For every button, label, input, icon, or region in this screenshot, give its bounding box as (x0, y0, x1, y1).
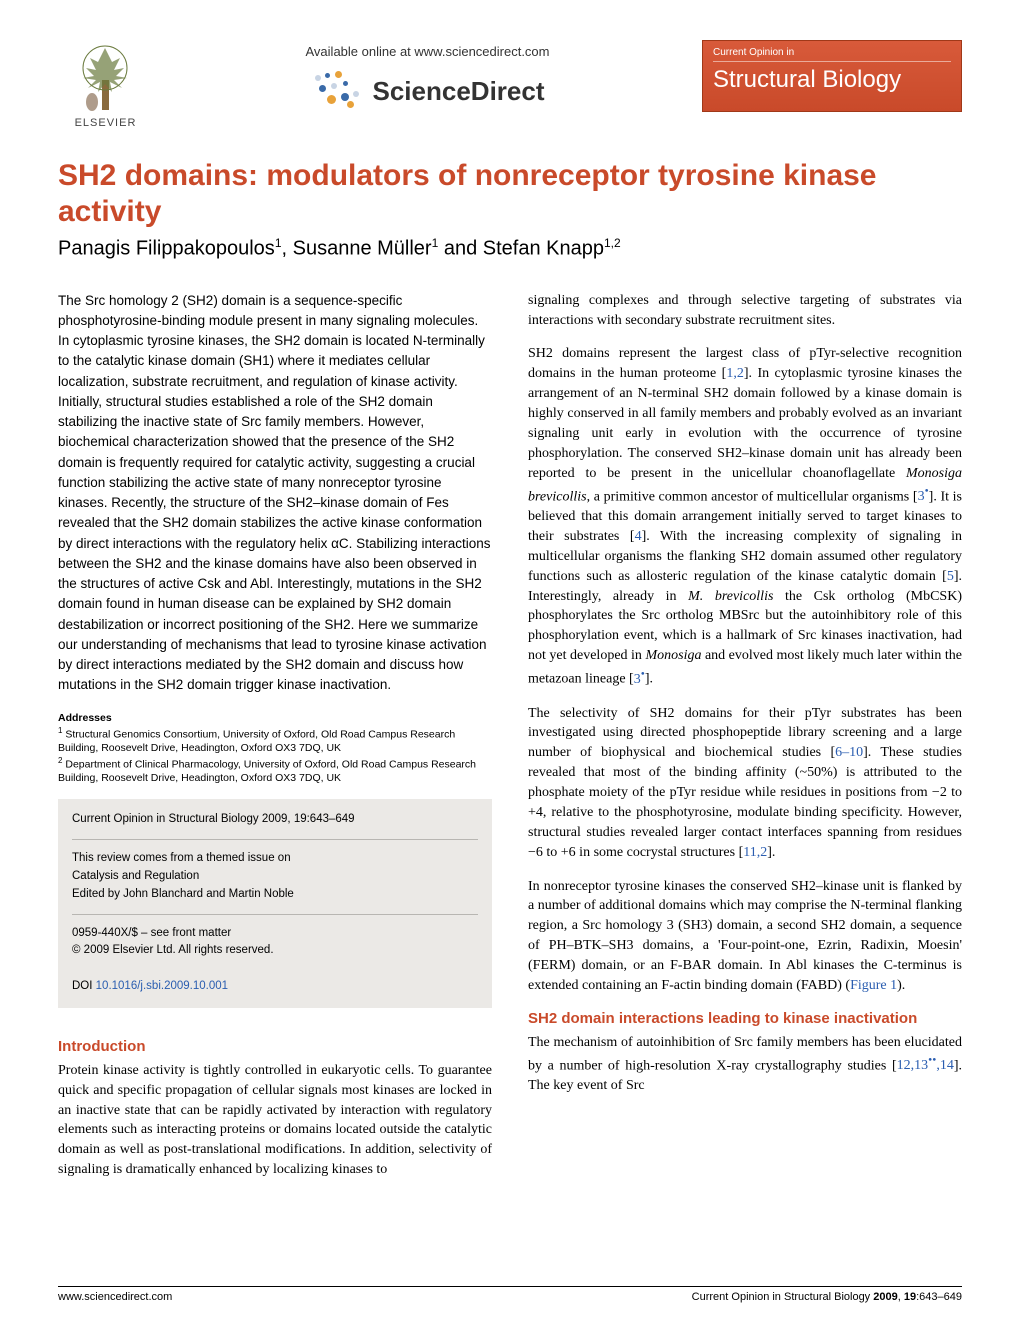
meta-doi-link[interactable]: 10.1016/j.sbi.2009.10.001 (96, 980, 228, 992)
sciencedirect-logo: ScienceDirect (311, 71, 545, 111)
sh2-paragraph-1: The mechanism of autoinhibition of Src f… (528, 1033, 962, 1096)
journal-badge-top: Current Opinion in (713, 47, 951, 62)
footer-right: Current Opinion in Structural Biology 20… (692, 1291, 962, 1303)
section-heading-introduction: Introduction (58, 1038, 492, 1055)
elsevier-logo: ELSEVIER (58, 40, 153, 129)
meta-citation: Current Opinion in Structural Biology 20… (72, 811, 478, 829)
meta-box: Current Opinion in Structural Biology 20… (58, 799, 492, 1008)
article-title: SH2 domains: modulators of nonreceptor t… (58, 158, 962, 230)
right-paragraph-1: signaling complexes and through selectiv… (528, 291, 962, 331)
meta-issn: 0959-440X/$ – see front matter (72, 925, 478, 943)
figure-link[interactable]: Figure 1 (850, 978, 897, 993)
journal-badge: Current Opinion in Structural Biology (702, 40, 962, 112)
addresses-heading: Addresses (58, 712, 492, 724)
meta-copyright: © 2009 Elsevier Ltd. All rights reserved… (72, 942, 478, 960)
meta-divider (72, 914, 478, 915)
right-column: signaling complexes and through selectiv… (528, 291, 962, 1194)
page-footer: www.sciencedirect.com Current Opinion in… (58, 1286, 962, 1303)
footer-left: www.sciencedirect.com (58, 1291, 172, 1303)
elsevier-tree-icon (68, 40, 143, 115)
meta-divider (72, 839, 478, 840)
sciencedirect-dots-icon (311, 71, 363, 111)
meta-themed-3: Edited by John Blanchard and Martin Nobl… (72, 886, 478, 904)
sciencedirect-text: ScienceDirect (373, 76, 545, 107)
right-paragraph-4: In nonreceptor tyrosine kinases the cons… (528, 877, 962, 996)
journal-badge-main: Structural Biology (713, 66, 951, 94)
available-online-text: Available online at www.sciencedirect.co… (306, 44, 550, 59)
meta-themed-1: This review comes from a themed issue on (72, 850, 478, 868)
header-center: Available online at www.sciencedirect.co… (153, 40, 702, 111)
ref-link[interactable]: 6–10 (835, 745, 863, 760)
page-header: ELSEVIER Available online at www.science… (58, 40, 962, 140)
addresses-block: 1 Structural Genomics Consortium, Univer… (58, 726, 492, 786)
left-column: The Src homology 2 (SH2) domain is a seq… (58, 291, 492, 1194)
meta-doi-label: DOI (72, 980, 92, 992)
ref-link[interactable]: 3• (634, 672, 645, 687)
meta-doi-row: DOI 10.1016/j.sbi.2009.10.001 (72, 978, 478, 996)
intro-paragraph-1: Protein kinase activity is tightly contr… (58, 1061, 492, 1180)
elsevier-label: ELSEVIER (75, 117, 137, 129)
section-heading-sh2-inactivation: SH2 domain interactions leading to kinas… (528, 1010, 962, 1027)
ref-link[interactable]: 4 (635, 529, 642, 544)
address-1: Structural Genomics Consortium, Universi… (58, 728, 455, 754)
meta-themed-2: Catalysis and Regulation (72, 868, 478, 886)
content-columns: The Src homology 2 (SH2) domain is a seq… (58, 291, 962, 1194)
ref-link[interactable]: 5 (947, 569, 954, 584)
address-2: Department of Clinical Pharmacology, Uni… (58, 758, 476, 784)
ref-link[interactable]: 11,2 (743, 845, 767, 860)
article-authors: Panagis Filippakopoulos1, Susanne Müller… (58, 236, 962, 261)
ref-link[interactable]: 3• (918, 489, 929, 504)
abstract-text: The Src homology 2 (SH2) domain is a seq… (58, 291, 492, 696)
ref-link[interactable]: 12,13••,14 (897, 1058, 954, 1073)
right-paragraph-3: The selectivity of SH2 domains for their… (528, 704, 962, 863)
right-paragraph-2: SH2 domains represent the largest class … (528, 344, 962, 689)
ref-link[interactable]: 1,2 (726, 366, 744, 381)
